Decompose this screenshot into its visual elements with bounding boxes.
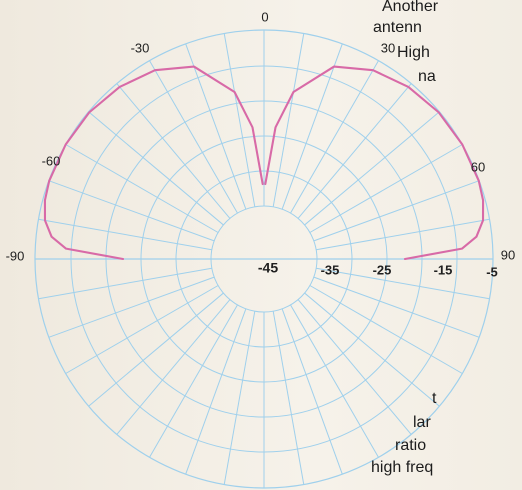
radial-label-2: -25	[373, 262, 392, 277]
side-text-line-3: High	[397, 44, 430, 61]
grid-spoke	[313, 180, 480, 242]
grid-spoke	[304, 111, 440, 226]
side-text-line-5: t	[432, 390, 437, 407]
grid-spoke	[38, 218, 212, 251]
grid-spoke	[88, 111, 224, 226]
grid-spoke	[316, 267, 490, 300]
series-line-2	[264, 65, 485, 261]
grid-spoke	[297, 299, 412, 435]
angle-label-4: -90	[6, 248, 25, 263]
grid-spoke	[309, 144, 463, 233]
grid-spoke	[304, 292, 440, 407]
chart-labels: 0 30 60 90 -90 -60 -30 -45 -35 -25 -15 -5	[6, 9, 516, 279]
grid-spoke	[116, 299, 231, 435]
grid-spoke	[281, 43, 343, 210]
grid-spoke	[88, 292, 224, 407]
grid-spoke	[290, 60, 379, 214]
grid-spoke	[65, 144, 219, 233]
angle-label-5: -60	[42, 153, 61, 168]
grid-spoke	[223, 33, 256, 207]
radial-label-1: -35	[321, 262, 340, 277]
series-line-1	[43, 65, 264, 261]
angle-label-1: 30	[381, 40, 395, 55]
side-text-line-4: na	[418, 68, 436, 85]
grid-spoke	[116, 83, 231, 219]
grid-spoke	[185, 43, 247, 210]
side-text-line-1: Another	[382, 0, 439, 15]
side-text-line-6: lar	[413, 414, 431, 431]
grid-spoke	[185, 308, 247, 475]
grid-spoke	[65, 285, 219, 374]
grid-spoke	[297, 83, 412, 219]
side-text-line-7: ratio	[395, 437, 427, 454]
grid-spoke	[309, 285, 463, 374]
angle-label-3: 90	[501, 247, 515, 262]
side-text-line-8: high freq	[371, 459, 434, 476]
grid-spoke	[272, 33, 305, 207]
grid-spoke	[316, 218, 490, 251]
radial-label-3: -15	[434, 262, 453, 277]
angle-label-2: 60	[471, 159, 485, 174]
side-text-line-2: antenn	[373, 19, 422, 36]
grid-spoke	[281, 308, 343, 475]
radial-label-4: -5	[486, 264, 498, 279]
grid-spoke	[48, 180, 215, 242]
polar-grid	[34, 29, 494, 489]
grid-spoke	[223, 311, 256, 485]
grid-spoke	[290, 304, 379, 458]
grid-spoke	[48, 276, 215, 338]
grid-spoke	[149, 60, 238, 214]
pattern-traces	[43, 65, 485, 261]
grid-spoke	[38, 267, 212, 300]
grid-spoke	[313, 276, 480, 338]
angle-label-0: 0	[261, 9, 268, 24]
radial-label-0: -45	[258, 260, 278, 276]
angle-label-6: -30	[131, 40, 150, 55]
grid-spoke	[149, 304, 238, 458]
grid-spoke	[272, 311, 305, 485]
